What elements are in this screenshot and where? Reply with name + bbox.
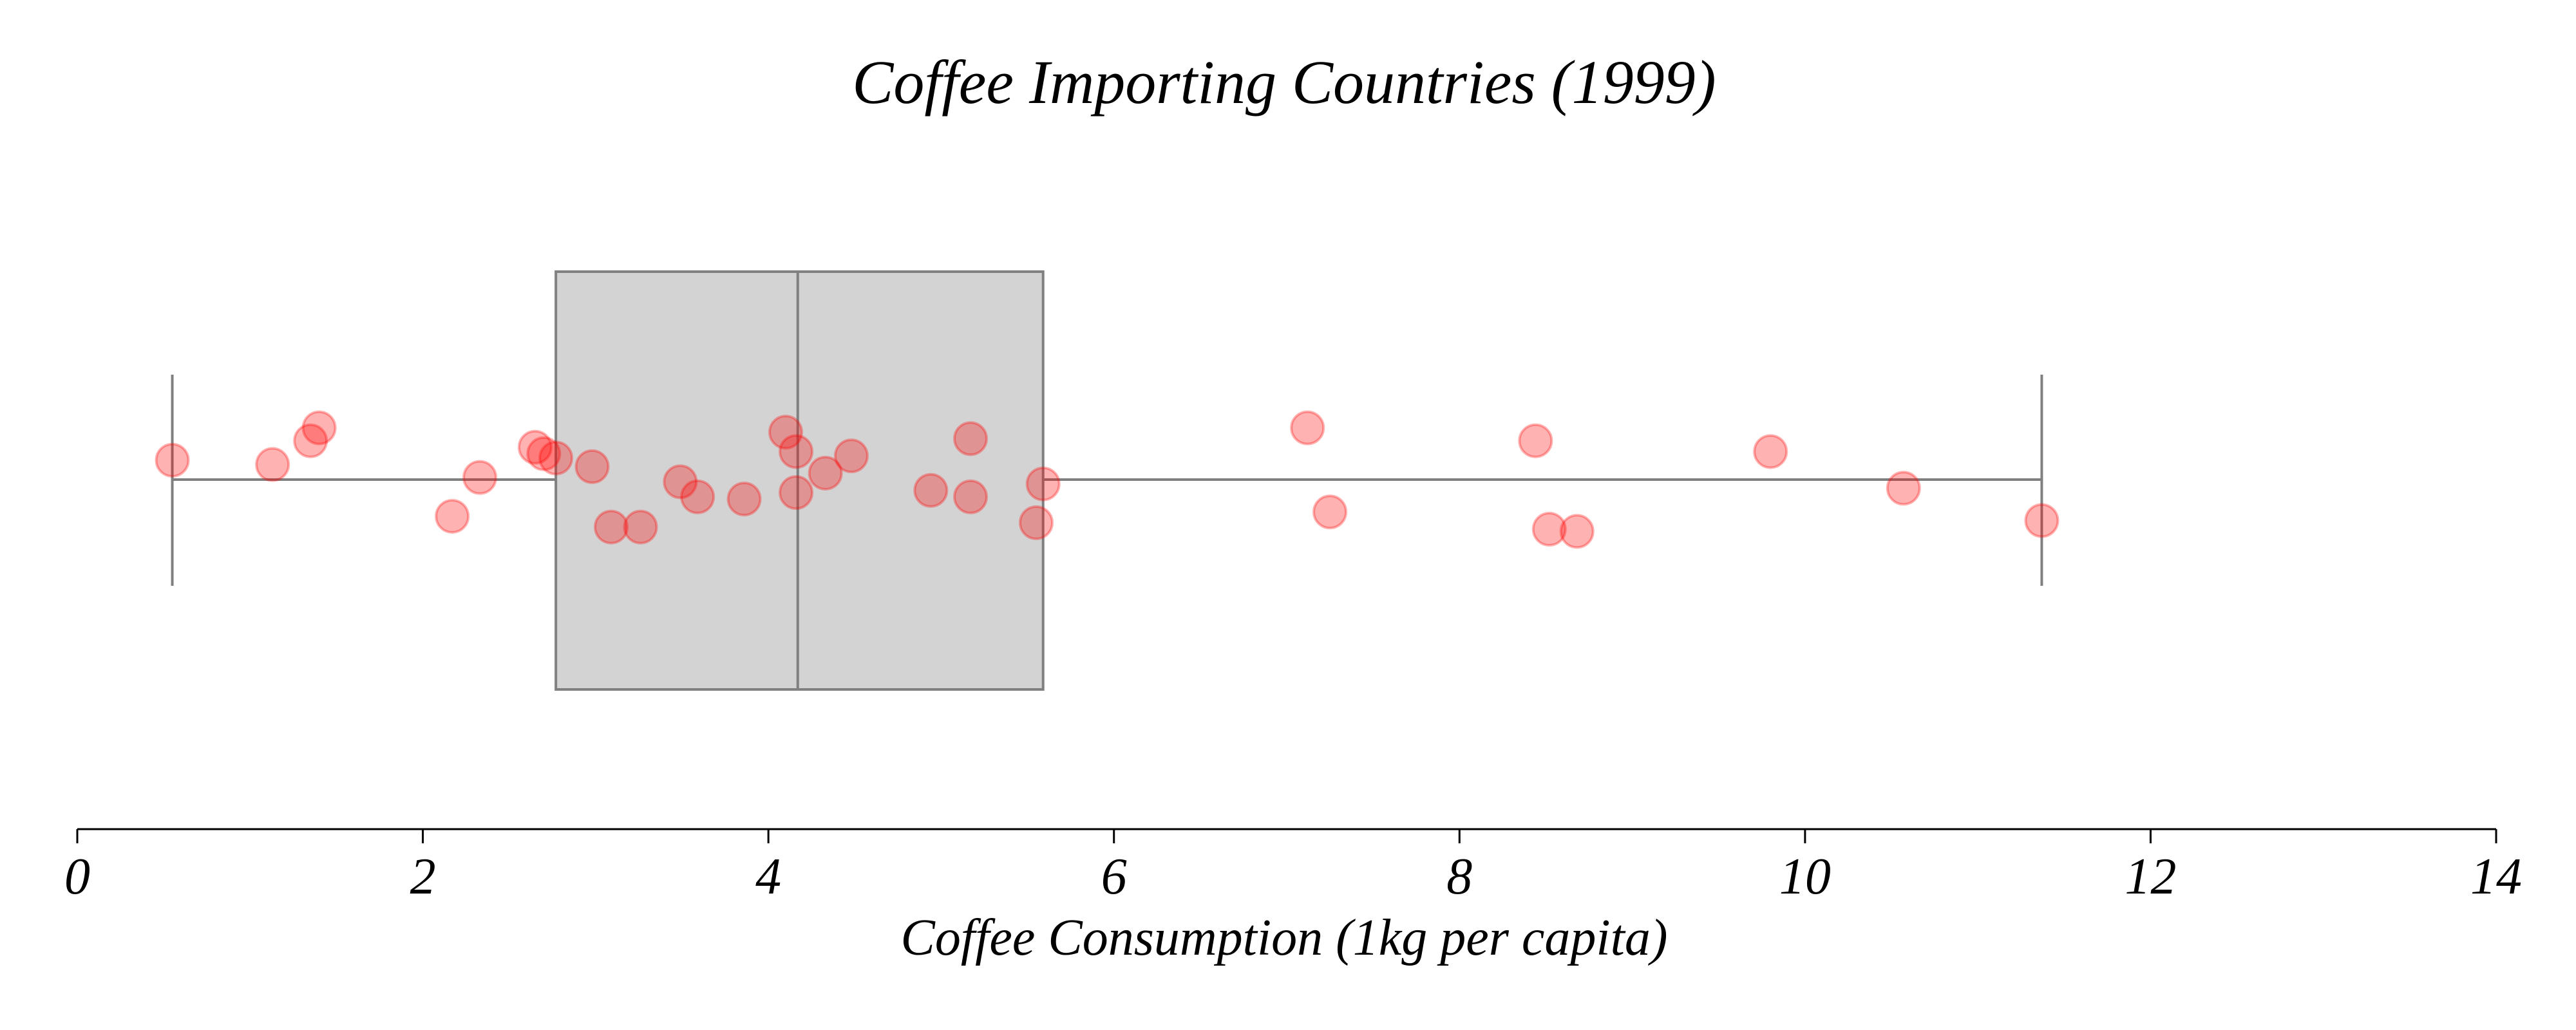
x-axis-label: Coffee Consumption (1kg per capita) <box>901 910 1668 966</box>
data-point <box>663 464 698 500</box>
box-plot <box>171 270 2043 691</box>
data-point <box>594 509 629 545</box>
data-point <box>293 423 328 458</box>
x-tick-label: 6 <box>1101 848 1127 905</box>
data-point <box>538 440 574 476</box>
data-point <box>255 447 290 482</box>
data-point <box>1531 512 1567 547</box>
data-point <box>833 438 869 474</box>
data-point <box>1559 514 1595 549</box>
data-point <box>2024 503 2060 538</box>
x-tick-label: 12 <box>2125 848 2176 905</box>
data-point <box>526 436 562 471</box>
data-point <box>726 482 762 517</box>
data-point <box>1025 466 1061 501</box>
x-axis: 0 2 4 6 8 10 12 14 <box>64 828 2522 905</box>
data-point <box>779 434 814 469</box>
data-point <box>301 410 337 445</box>
data-point <box>155 442 190 478</box>
x-tick-label: 10 <box>1779 848 1831 905</box>
data-point <box>1886 471 1921 506</box>
data-point <box>768 415 803 450</box>
data-point <box>462 460 498 495</box>
data-point <box>623 509 658 545</box>
data-points <box>155 410 2060 549</box>
interquartile-box <box>554 270 1045 691</box>
x-tick-label: 4 <box>755 848 781 905</box>
x-tick-label: 2 <box>410 848 436 905</box>
data-point <box>779 475 814 510</box>
data-point <box>1518 423 1553 458</box>
chart-title: Coffee Importing Countries (1999) <box>852 48 1716 117</box>
data-point <box>953 479 989 514</box>
data-point <box>1753 434 1788 469</box>
x-tick-label: 8 <box>1446 848 1472 905</box>
data-point <box>1312 494 1348 530</box>
data-point <box>1290 410 1325 445</box>
data-point <box>913 473 949 508</box>
x-axis-ticks: 0 2 4 6 8 10 12 14 <box>64 829 2522 905</box>
data-point <box>680 479 715 514</box>
x-tick-label: 0 <box>64 848 90 905</box>
data-point <box>574 449 610 484</box>
data-point <box>1018 505 1054 540</box>
data-point <box>517 429 553 465</box>
data-point <box>435 498 470 534</box>
data-point <box>808 455 843 491</box>
data-point <box>953 421 989 456</box>
x-tick-label: 14 <box>2470 848 2522 905</box>
